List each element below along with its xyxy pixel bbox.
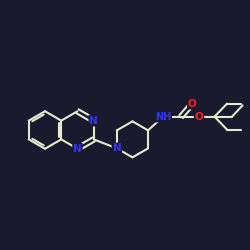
Text: O: O: [195, 112, 203, 122]
Text: N: N: [73, 144, 82, 154]
Text: NH: NH: [155, 112, 171, 122]
Text: N: N: [112, 144, 121, 154]
Text: O: O: [188, 98, 197, 108]
Text: N: N: [89, 116, 98, 126]
